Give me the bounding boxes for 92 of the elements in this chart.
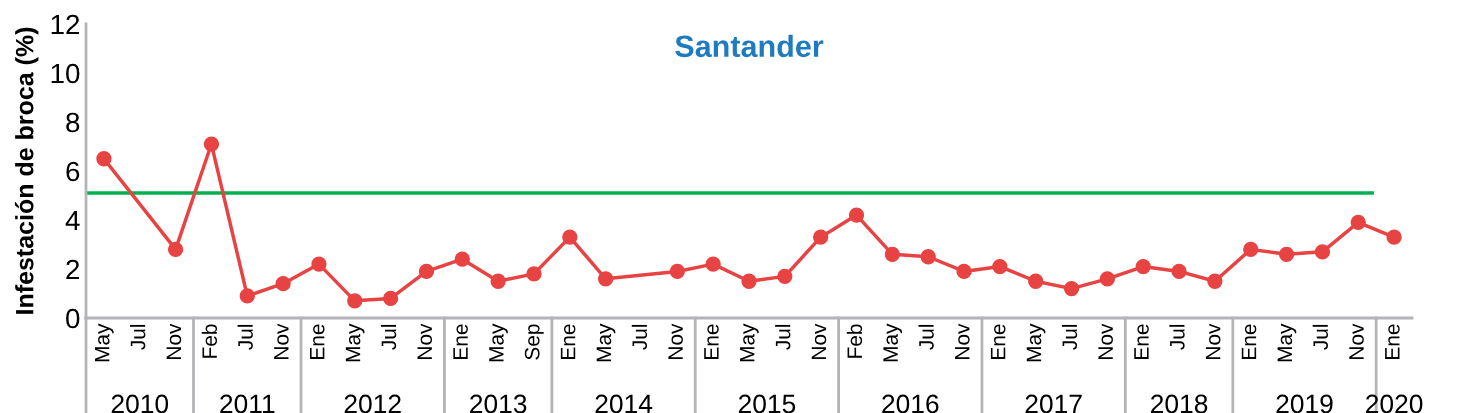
point <box>418 263 435 280</box>
x-tick-label: Nov <box>1098 323 1113 359</box>
x-tick-label: May <box>1026 323 1046 362</box>
text: 2010 <box>111 394 169 413</box>
point <box>705 256 721 272</box>
text: 2013 <box>470 394 527 413</box>
x-tick-label: Nov <box>811 323 827 359</box>
point <box>1386 229 1402 245</box>
x-tick-label: May <box>596 323 616 362</box>
text: 2011 <box>220 394 275 413</box>
point <box>562 229 578 245</box>
x-tick-label: Ene <box>310 324 325 359</box>
x-tick-label: Nov <box>166 323 182 359</box>
x-tick-label: Jul <box>775 324 791 350</box>
point <box>920 249 936 265</box>
point <box>884 246 900 262</box>
x-tick-label: Feb <box>846 324 863 358</box>
x-tick-label: May <box>883 323 903 362</box>
point <box>1207 273 1223 289</box>
point <box>454 251 470 267</box>
x-tick-label: Jul <box>237 324 253 350</box>
x-tick-label: Jul <box>631 324 648 350</box>
x-tick-label: Nov <box>417 323 433 359</box>
point <box>96 151 112 167</box>
point <box>1350 214 1366 231</box>
point <box>956 263 972 280</box>
point <box>1243 241 1259 258</box>
point <box>526 266 542 282</box>
text: 2019 <box>1276 394 1333 413</box>
text: 2012 <box>344 394 401 413</box>
point <box>848 207 865 223</box>
point <box>382 290 399 307</box>
x-tick-label: Feb <box>201 324 218 358</box>
point <box>1278 246 1295 262</box>
point <box>669 263 685 280</box>
x-tick-label: Ene <box>1241 324 1257 359</box>
point <box>813 229 829 245</box>
point <box>1135 258 1151 275</box>
text: 2014 <box>595 394 653 413</box>
text: 2020 <box>1366 394 1423 413</box>
x-tick-label: Sep <box>524 324 544 360</box>
y-tick-label: 12 <box>51 14 80 35</box>
y-tick-label: 4 <box>65 210 80 231</box>
point <box>239 288 255 304</box>
point <box>275 276 291 292</box>
x-tick-label: Nov <box>1205 323 1221 359</box>
text: 2015 <box>738 394 796 413</box>
x-tick-label: Ene <box>453 324 468 359</box>
x-tick-label: Ene <box>704 324 719 359</box>
point <box>311 256 327 272</box>
x-tick-label: May <box>489 323 508 362</box>
text: 2018 <box>1151 394 1208 413</box>
x-tick-label: Nov <box>668 323 683 359</box>
point <box>992 258 1008 275</box>
chart-title: Santander <box>675 34 824 58</box>
x-tick-label: Jul <box>1061 324 1078 350</box>
y-tick-label: 8 <box>66 112 80 133</box>
x-tick-label: Jul <box>1312 324 1328 350</box>
point <box>1063 280 1080 297</box>
x-tick-label: Nov <box>955 323 970 359</box>
y-axis-title: Infestación de broca (%) <box>14 27 39 314</box>
x-tick-label: May <box>94 323 114 362</box>
point <box>490 273 506 289</box>
x-tick-label: May <box>345 323 365 362</box>
point <box>1028 273 1044 289</box>
point <box>1314 244 1331 260</box>
y-tick-label: 2 <box>66 259 80 280</box>
x-tick-label: May <box>1277 323 1297 362</box>
x-tick-label: Nov <box>1349 323 1364 359</box>
y-tick-label: 6 <box>66 161 80 182</box>
x-tick-label: Ene <box>990 324 1006 359</box>
x-tick-label: Ene <box>1134 324 1149 359</box>
x-tick-label: Jul <box>380 324 397 350</box>
x-tick-label: Jul <box>918 324 934 350</box>
x-tick-label: May <box>740 323 759 362</box>
text: 2016 <box>882 394 939 413</box>
point <box>1171 263 1187 280</box>
y-tick-label: 10 <box>51 63 80 84</box>
x-tick-label: Ene <box>560 324 576 359</box>
y-tick-label: 0 <box>66 308 80 329</box>
x-tick-label: Jul <box>130 324 146 350</box>
point <box>777 268 793 284</box>
text: 2017 <box>1025 394 1082 413</box>
x-tick-label: Nov <box>274 323 289 359</box>
x-tick-label: Ene <box>1385 324 1400 359</box>
point <box>598 271 614 287</box>
x-tick-label: Jul <box>1169 324 1185 350</box>
point <box>203 136 220 152</box>
point <box>347 293 363 309</box>
point <box>1099 271 1116 287</box>
point <box>741 273 757 289</box>
point <box>167 241 184 258</box>
